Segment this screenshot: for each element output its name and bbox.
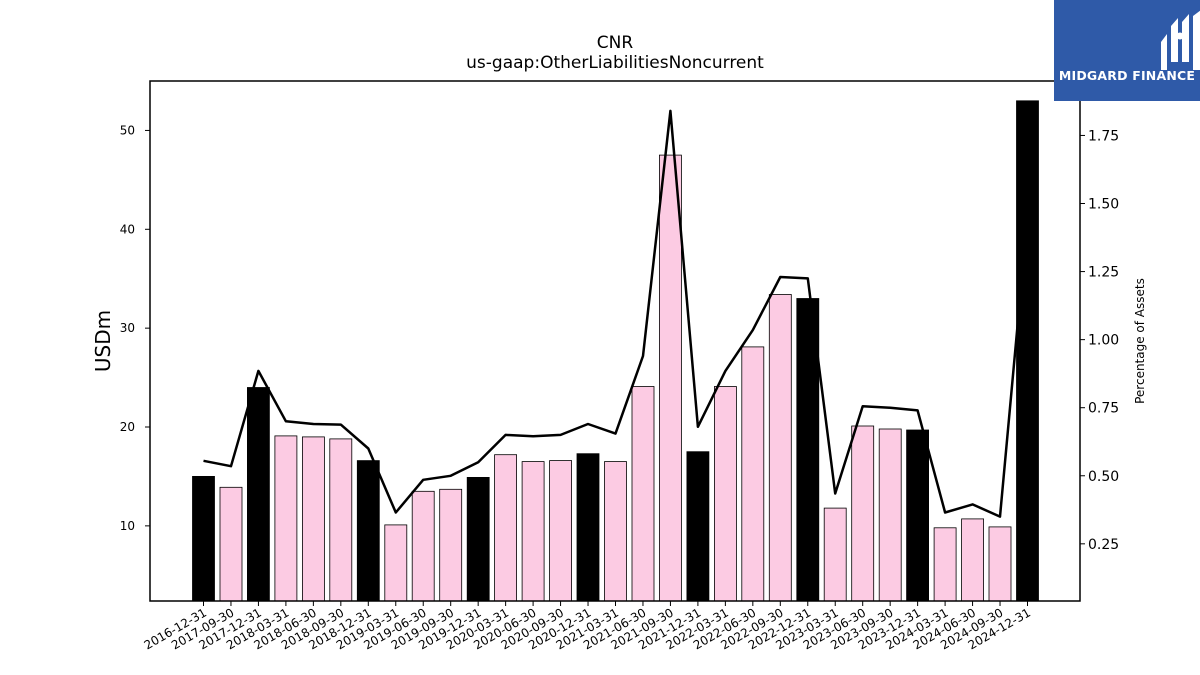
midgard-finance-logo: MIDGARD FINANCE [1054,0,1200,101]
y-axis-label: USDm [91,310,115,372]
y2-tick-label: 1.75 [1088,128,1119,144]
y2-tick-label: 1.00 [1088,333,1119,349]
bar-2021-09-30 [659,154,682,602]
bar-2018-03-31 [274,435,298,602]
bar-2024-12-31 [1016,100,1039,602]
bar-2020-12-31 [576,453,600,602]
bar-2019-06-30 [411,490,435,602]
bar-2022-09-30 [768,294,792,602]
y2-tick-label: 0.75 [1088,401,1119,417]
plot-frame [149,80,1081,602]
bar-2017-09-30 [219,486,243,602]
bar-2019-09-30 [439,488,463,602]
bar-2018-12-31 [356,460,380,602]
bar-2023-12-31 [906,429,929,602]
bar-2017-12-31 [246,387,270,602]
y2-axis-label: Percentage of Assets [1133,278,1147,404]
bar-2022-06-30 [741,346,765,602]
bar-2024-03-31 [933,527,957,602]
y-tick-label: 30 [120,321,135,335]
bar-2024-06-30 [961,518,984,602]
logo-mark-icon [1161,10,1200,70]
bar-2023-09-30 [878,428,902,602]
bar-2020-06-30 [521,461,545,602]
y2-tick-label: 0.50 [1088,469,1119,485]
bar-2020-09-30 [549,460,572,602]
chart-subtitle: us-gaap:OtherLiabilitiesNoncurrent [466,53,764,73]
line-group [203,109,1029,518]
chart-title: CNR [597,33,634,53]
bars-group [192,100,1039,602]
bar-2024-09-30 [988,526,1012,602]
bar-2023-03-31 [823,507,847,602]
y2-tick-label: 1.50 [1088,197,1119,213]
bar-2019-03-31 [384,524,408,602]
pct-assets-line [203,109,1029,518]
bar-2019-12-31 [466,476,490,602]
y-tick-label: 40 [120,222,135,236]
bar-2021-12-31 [686,451,710,602]
y2-tick-label: 0.25 [1088,537,1119,553]
bar-2020-03-31 [494,454,518,602]
y-tick-label: 10 [120,519,135,533]
bar-2016-12-31 [192,475,215,602]
y-tick-label: 50 [120,123,135,137]
bar-2023-06-30 [851,425,875,602]
y2-tick-label: 1.25 [1088,265,1119,281]
bar-2021-03-31 [604,461,627,602]
logo-text: MIDGARD FINANCE [1058,68,1196,83]
bar-2021-06-30 [631,386,655,602]
bar-2018-06-30 [301,436,325,602]
bar-2018-09-30 [329,438,353,602]
bar-2022-03-31 [714,386,737,602]
y-tick-label: 20 [120,420,135,434]
